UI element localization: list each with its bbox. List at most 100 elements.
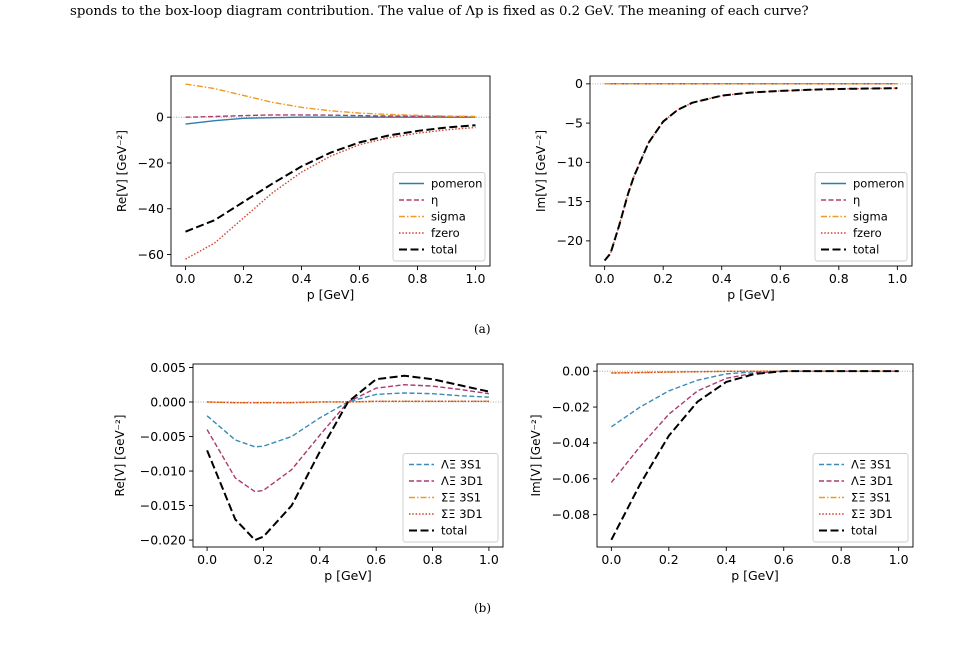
y-tick-label: −40 bbox=[138, 201, 164, 216]
legend-entry-label: ΣΞ 3S1 bbox=[441, 491, 481, 505]
legend-entry-label: ΛΞ 3D1 bbox=[441, 474, 483, 488]
subfigure-label-b: (b) bbox=[474, 601, 492, 615]
legend-entry-label: ΛΞ 3S1 bbox=[851, 458, 892, 472]
x-tick-label: 0.8 bbox=[408, 271, 428, 286]
x-tick-label: 0.6 bbox=[770, 271, 790, 286]
y-tick-label: −0.015 bbox=[140, 498, 186, 513]
x-tick-label: 0.2 bbox=[234, 271, 254, 286]
y-tick-label: −20 bbox=[138, 155, 164, 170]
x-tick-label: 0.0 bbox=[595, 271, 615, 286]
y-tick-label: −0.04 bbox=[552, 435, 590, 450]
series-line-total bbox=[603, 87, 898, 262]
y-tick-label: −0.06 bbox=[552, 471, 590, 486]
y-axis-label: Im[V] [GeV⁻²] bbox=[534, 130, 548, 212]
plot-frame bbox=[596, 363, 914, 548]
x-tick-label: 1.0 bbox=[889, 552, 909, 567]
x-tick-label: 0.8 bbox=[829, 271, 849, 286]
legend-entry-label: η bbox=[431, 193, 438, 207]
y-tick-label: 0 bbox=[156, 110, 164, 125]
series-line-total bbox=[610, 370, 899, 541]
legend: pomeron η sigma fzero total bbox=[392, 172, 486, 262]
y-tick-label: −0.020 bbox=[140, 532, 186, 547]
x-tick-label: 0.2 bbox=[659, 552, 679, 567]
series-line-pomeron bbox=[185, 116, 476, 125]
legend-entry-label: ΛΞ 3D1 bbox=[851, 474, 893, 488]
legend-entry-label: sigma bbox=[853, 210, 888, 224]
legend-box bbox=[402, 453, 499, 543]
x-tick-label: 1.0 bbox=[466, 271, 486, 286]
legend-entry-label: total bbox=[431, 243, 457, 257]
y-axis-label: Re[V] [GeV⁻²] bbox=[115, 130, 129, 212]
y-tick-label: −15 bbox=[557, 194, 583, 209]
legend-entry-label: fzero bbox=[853, 226, 882, 240]
y-tick-label: 0.00 bbox=[562, 363, 590, 378]
series-line-fzero bbox=[185, 126, 476, 260]
legend-entry-label: fzero bbox=[431, 226, 460, 240]
y-axis-label: Re[V] [GeV⁻²] bbox=[113, 415, 127, 497]
caption-header: sponds to the box-loop diagram contribut… bbox=[70, 4, 970, 20]
legend-entry-label: pomeron bbox=[853, 177, 904, 191]
x-tick-label: 0.0 bbox=[601, 552, 621, 567]
x-tick-label: 1.0 bbox=[479, 552, 499, 567]
x-tick-label: 0.4 bbox=[712, 271, 732, 286]
legend-entry-label: total bbox=[853, 243, 879, 257]
legend-entry-label: pomeron bbox=[431, 177, 482, 191]
series-line-ΣΞ 3D1 bbox=[207, 400, 489, 404]
y-tick-label: −5 bbox=[565, 115, 583, 130]
series-line-ΛΞ 3S1 bbox=[610, 370, 899, 428]
x-tick-label: 0.6 bbox=[774, 552, 794, 567]
legend-entry-label: total bbox=[851, 524, 877, 538]
series-line-total bbox=[206, 374, 490, 542]
legend-entry-label: ΣΞ 3D1 bbox=[851, 507, 893, 521]
legend-entry-label: ΛΞ 3S1 bbox=[441, 458, 482, 472]
chart-panel-a-right: 0.0 0.2 0.4 0.6 0.8 1.0 −20 −15 −10 −5 0 p [GeV] Im[… bbox=[534, 75, 913, 302]
x-tick-label: 0.8 bbox=[423, 552, 443, 567]
y-tick-label: −0.08 bbox=[552, 507, 590, 522]
x-tick-label: 0.2 bbox=[653, 271, 673, 286]
plot-frame bbox=[170, 75, 491, 267]
series-line-ΛΞ 3S1 bbox=[206, 392, 489, 448]
chart-panel-b-left: 0.0 0.2 0.4 0.6 0.8 1.0 −0.020 −0.015 −0.010 −0.0… bbox=[113, 360, 504, 583]
x-tick-label: 0.4 bbox=[716, 552, 736, 567]
y-tick-label: −0.010 bbox=[140, 463, 186, 478]
x-axis-label: p [GeV] bbox=[307, 287, 355, 302]
x-axis-label: p [GeV] bbox=[727, 287, 775, 302]
legend-box bbox=[392, 172, 486, 262]
legend-entry-label: η bbox=[853, 193, 860, 207]
y-tick-label: −0.005 bbox=[140, 429, 186, 444]
y-tick-label: −20 bbox=[557, 233, 583, 248]
y-tick-label: −60 bbox=[138, 247, 164, 262]
legend: pomeron η sigma fzero total bbox=[814, 172, 908, 262]
series-line-η bbox=[185, 114, 476, 118]
y-tick-label: 0.000 bbox=[150, 394, 186, 409]
plot-frame bbox=[589, 75, 913, 267]
series-line-ΛΞ 3D1 bbox=[206, 384, 490, 493]
chart-panel-a-left: 0.0 0.2 0.4 0.6 0.8 1.0 −60 −40 −20 0 p [GeV] Re[V]… bbox=[115, 75, 491, 302]
x-tick-label: 0.4 bbox=[310, 552, 330, 567]
caption-line: sponds to the box-loop diagram contribut… bbox=[70, 4, 809, 19]
x-axis-label: p [GeV] bbox=[731, 568, 779, 583]
x-tick-label: 0.6 bbox=[366, 552, 386, 567]
x-tick-label: 0.8 bbox=[831, 552, 851, 567]
legend-entry-label: ΣΞ 3D1 bbox=[441, 507, 483, 521]
y-tick-label: 0.005 bbox=[150, 360, 186, 375]
y-tick-label: −0.02 bbox=[552, 399, 590, 414]
y-tick-label: −10 bbox=[557, 155, 583, 170]
legend-entry-label: total bbox=[441, 524, 467, 538]
x-tick-label: 1.0 bbox=[887, 271, 907, 286]
y-axis-label: Im[V] [GeV⁻²] bbox=[529, 414, 543, 496]
x-axis-label: p [GeV] bbox=[324, 568, 372, 583]
plot-frame bbox=[192, 363, 504, 548]
subfigure-label-a: (a) bbox=[474, 322, 491, 336]
x-tick-label: 0.0 bbox=[176, 271, 196, 286]
legend: ΛΞ 3S1 ΛΞ 3D1 ΣΞ 3S1 ΣΞ 3D1 total bbox=[812, 453, 909, 543]
x-tick-label: 0.2 bbox=[254, 552, 274, 567]
legend: ΛΞ 3S1 ΛΞ 3D1 ΣΞ 3S1 ΣΞ 3D1 total bbox=[402, 453, 499, 543]
x-tick-label: 0.0 bbox=[197, 552, 217, 567]
legend-box bbox=[814, 172, 908, 262]
x-tick-label: 0.6 bbox=[350, 271, 370, 286]
x-tick-label: 0.4 bbox=[292, 271, 312, 286]
legend-entry-label: sigma bbox=[431, 210, 466, 224]
y-tick-label: 0 bbox=[575, 76, 583, 91]
legend-entry-label: ΣΞ 3S1 bbox=[851, 491, 891, 505]
